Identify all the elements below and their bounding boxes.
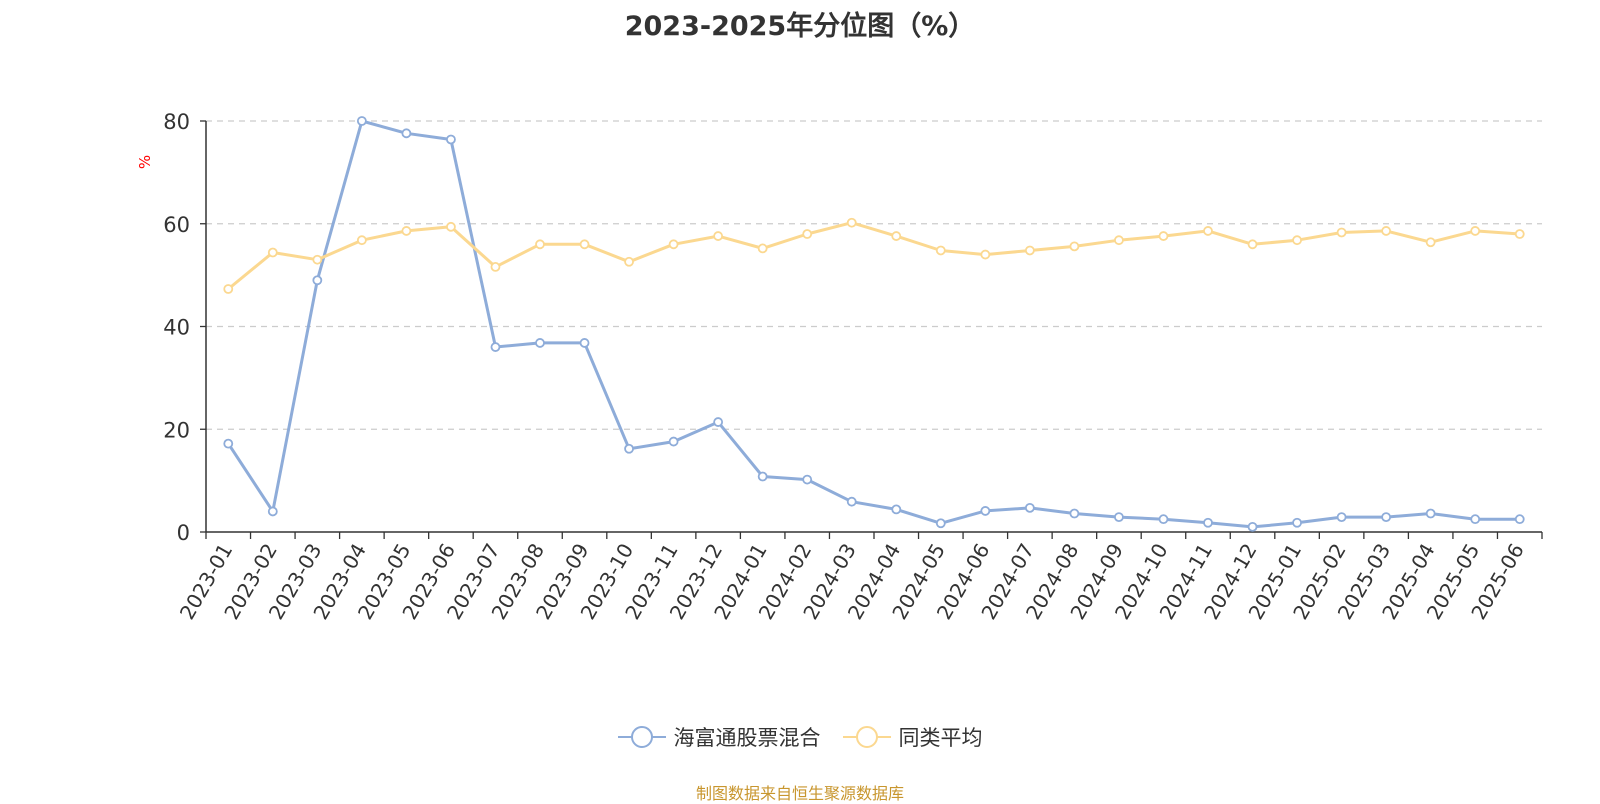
data-point-series-2	[713, 231, 724, 241]
data-point-series-1	[312, 275, 323, 286]
grid-lines	[206, 120, 1542, 430]
series-line-2	[227, 221, 1520, 291]
data-source-note: 制图数据来自恒生聚源数据库	[695, 784, 904, 803]
data-point-series-2	[401, 226, 412, 236]
y-axis-label: %	[136, 155, 154, 169]
data-point-series-1	[1069, 508, 1080, 519]
data-point-series-1	[713, 417, 724, 427]
data-point-series-1	[1292, 517, 1302, 528]
series-lines	[227, 119, 1520, 529]
data-point-series-1	[1514, 514, 1525, 525]
data-point-series-2	[1514, 229, 1525, 239]
data-point-series-1	[935, 518, 946, 529]
legend-label-series-2: 同类平均	[898, 726, 983, 750]
data-point-series-1	[980, 506, 991, 516]
axes: 020406080%2023-012023-022023-032023-0420…	[136, 110, 1543, 624]
data-point-series-1	[1425, 508, 1436, 519]
data-point-series-1	[267, 506, 278, 517]
data-point-series-2	[980, 249, 991, 260]
data-point-series-1	[891, 504, 902, 515]
data-point-series-1	[757, 471, 768, 482]
data-point-series-2	[535, 239, 545, 250]
legend-symbol-series-1	[617, 726, 666, 748]
data-point-series-2	[624, 256, 634, 267]
data-point-series-1	[446, 134, 456, 145]
data-point-series-2	[356, 235, 367, 246]
data-point-series-1	[1381, 512, 1392, 523]
data-point-series-2	[891, 231, 902, 241]
data-point-series-2	[1247, 239, 1258, 250]
data-point-series-2	[802, 229, 813, 239]
data-point-series-2	[312, 254, 323, 265]
legend-item-series-2[interactable]: 同类平均	[842, 722, 983, 752]
data-point-series-1	[401, 128, 412, 139]
data-point-series-1	[668, 436, 679, 447]
data-point-series-1	[356, 116, 367, 126]
data-point-series-2	[1381, 226, 1392, 236]
y-tick-label: 40	[163, 316, 190, 340]
data-point-series-2	[1114, 235, 1124, 246]
data-point-series-2	[935, 245, 946, 256]
y-tick-label: 20	[163, 418, 190, 442]
data-point-series-2	[1470, 226, 1481, 236]
data-point-series-1	[1336, 512, 1347, 523]
data-point-series-2	[1292, 235, 1302, 246]
data-point-series-2	[1158, 231, 1169, 241]
data-point-series-2	[757, 243, 768, 254]
data-points	[223, 116, 1525, 532]
data-point-series-1	[846, 496, 857, 507]
data-point-series-2	[1069, 241, 1080, 252]
data-point-series-1	[624, 443, 634, 454]
data-point-series-2	[223, 284, 234, 294]
data-point-series-1	[490, 342, 501, 352]
legend: 海富通股票混合 同类平均	[0, 722, 1600, 752]
data-point-series-2	[1336, 227, 1347, 238]
data-point-series-2	[668, 239, 679, 250]
legend-label-series-1: 海富通股票混合	[673, 726, 821, 750]
data-point-series-1	[535, 338, 545, 348]
y-tick-label: 60	[163, 213, 190, 237]
data-point-series-1	[1247, 521, 1258, 532]
y-tick-label: 0	[177, 521, 190, 545]
chart-title: 2023-2025年分位图（%）	[624, 11, 976, 42]
data-point-series-2	[1203, 226, 1213, 236]
data-point-series-1	[1024, 502, 1035, 513]
data-point-series-1	[802, 474, 813, 485]
data-point-series-2	[579, 239, 590, 250]
data-point-series-1	[579, 338, 590, 348]
data-point-series-1	[1203, 517, 1213, 528]
legend-symbol-series-2	[842, 726, 891, 748]
data-point-series-2	[1425, 237, 1436, 248]
data-point-series-2	[490, 262, 501, 272]
data-point-series-1	[1114, 512, 1124, 523]
data-point-series-2	[1024, 245, 1035, 256]
data-point-series-1	[1470, 514, 1481, 525]
data-point-series-2	[846, 217, 857, 228]
data-point-series-2	[267, 247, 278, 258]
y-tick-label: 80	[163, 110, 190, 134]
data-point-series-1	[223, 438, 234, 449]
data-point-series-1	[1158, 514, 1169, 525]
series-line-1	[227, 119, 1520, 529]
data-point-series-2	[446, 221, 456, 232]
legend-item-series-1[interactable]: 海富通股票混合	[617, 722, 821, 752]
